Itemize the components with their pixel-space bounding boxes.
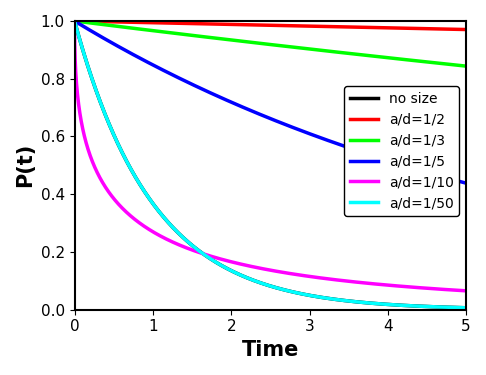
a/d=1/2 — [252, 23, 258, 27]
Line: a/d=1/3: a/d=1/3 — [74, 21, 466, 66]
a/d=1/50 — [91, 84, 97, 88]
a/d=1/5 — [91, 31, 97, 35]
a/d=1/2 — [71, 19, 77, 23]
no size — [451, 305, 457, 310]
a/d=1/10 — [252, 265, 258, 269]
a/d=1/10 — [451, 288, 457, 292]
no size — [252, 279, 258, 283]
no size — [463, 306, 469, 310]
no size — [71, 19, 77, 23]
a/d=1/5 — [71, 19, 77, 23]
no size — [91, 84, 97, 88]
a/d=1/2 — [262, 23, 268, 27]
a/d=1/5 — [252, 110, 258, 114]
a/d=1/50 — [463, 306, 469, 310]
Legend: no size, a/d=1/2, a/d=1/3, a/d=1/5, a/d=1/10, a/d=1/50: no size, a/d=1/2, a/d=1/3, a/d=1/5, a/d=… — [345, 86, 459, 216]
Line: a/d=1/50: a/d=1/50 — [74, 21, 466, 308]
Line: a/d=1/2: a/d=1/2 — [74, 21, 466, 30]
a/d=1/50 — [452, 305, 458, 310]
a/d=1/5 — [451, 178, 457, 182]
a/d=1/2 — [380, 26, 386, 30]
no size — [380, 302, 386, 306]
a/d=1/3 — [71, 19, 77, 23]
a/d=1/10 — [71, 19, 77, 23]
a/d=1/5 — [262, 114, 268, 118]
a/d=1/10 — [262, 267, 268, 272]
a/d=1/2 — [91, 19, 97, 24]
Y-axis label: P(t): P(t) — [15, 143, 35, 188]
a/d=1/50 — [451, 305, 457, 310]
a/d=1/50 — [71, 19, 77, 23]
a/d=1/3 — [262, 42, 268, 46]
a/d=1/10 — [91, 164, 97, 169]
a/d=1/10 — [380, 282, 386, 287]
a/d=1/3 — [252, 40, 258, 45]
a/d=1/3 — [463, 64, 469, 68]
a/d=1/50 — [252, 279, 258, 283]
a/d=1/3 — [91, 21, 97, 26]
X-axis label: Time: Time — [242, 340, 299, 360]
a/d=1/2 — [463, 27, 469, 32]
a/d=1/5 — [463, 181, 469, 186]
a/d=1/3 — [380, 55, 386, 59]
no size — [262, 282, 268, 286]
a/d=1/2 — [451, 27, 457, 32]
Line: a/d=1/5: a/d=1/5 — [74, 21, 466, 183]
a/d=1/50 — [380, 302, 386, 306]
a/d=1/5 — [452, 178, 458, 182]
Line: no size: no size — [74, 21, 466, 308]
a/d=1/3 — [451, 63, 457, 67]
no size — [452, 305, 458, 310]
a/d=1/5 — [380, 157, 386, 161]
a/d=1/10 — [463, 289, 469, 293]
a/d=1/2 — [452, 27, 458, 32]
a/d=1/50 — [262, 282, 268, 286]
a/d=1/10 — [452, 288, 458, 292]
Line: a/d=1/10: a/d=1/10 — [74, 21, 466, 291]
a/d=1/3 — [452, 63, 458, 67]
